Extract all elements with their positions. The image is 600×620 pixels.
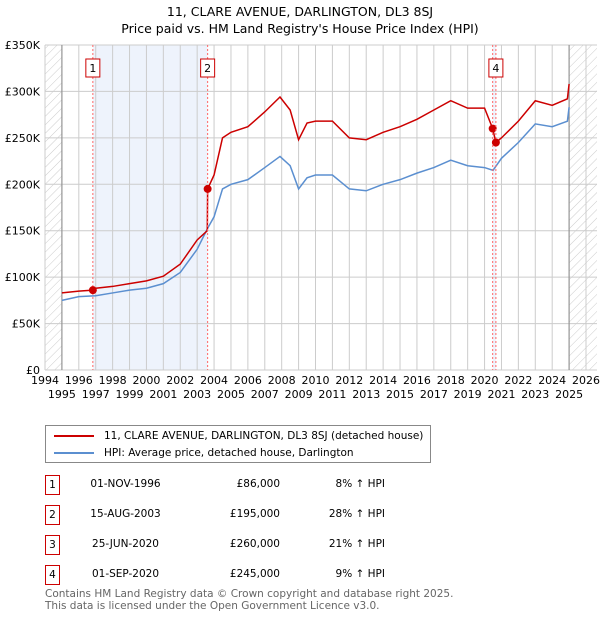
x-tick-label: 2011 bbox=[318, 388, 346, 401]
x-tick-label: 2006 bbox=[234, 374, 262, 387]
footer-licence: This data is licensed under the Open Gov… bbox=[45, 600, 380, 612]
y-tick-label: £300K bbox=[5, 85, 41, 98]
transaction-price: £195,000 bbox=[229, 508, 280, 520]
transaction-price: £86,000 bbox=[236, 478, 280, 490]
y-tick-label: £350K bbox=[5, 39, 41, 52]
transaction-hpi: 28% ↑ HPI bbox=[328, 508, 385, 520]
x-tick-label: 2014 bbox=[369, 374, 397, 387]
shaded-ownership-period bbox=[492, 45, 496, 370]
x-tick-label: 2024 bbox=[538, 374, 566, 387]
shaded-ownership-period bbox=[92, 45, 208, 370]
property-price-line bbox=[61, 83, 570, 294]
transaction-price: £260,000 bbox=[229, 538, 280, 550]
transaction-date: 15-AUG-2003 bbox=[90, 508, 161, 520]
sale-label-box bbox=[200, 58, 216, 78]
transaction-row: 4 01-SEP-2020 £245,000 9% ↑ HPI bbox=[45, 565, 465, 585]
transaction-number: 2 bbox=[45, 505, 60, 525]
sale-label: 1 bbox=[89, 62, 96, 75]
y-tick-label: £100K bbox=[5, 271, 41, 284]
hatch-after-data bbox=[569, 45, 597, 370]
x-tick-label: 2002 bbox=[166, 374, 194, 387]
x-tick-label: 2010 bbox=[302, 374, 330, 387]
sale-point bbox=[491, 138, 500, 147]
y-tick-label: £200K bbox=[5, 178, 41, 191]
sale-point bbox=[488, 124, 497, 133]
x-tick-label: 2004 bbox=[200, 374, 228, 387]
x-tick-label: 1994 bbox=[31, 374, 59, 387]
x-tick-label: 1995 bbox=[48, 388, 76, 401]
legend-swatch-red bbox=[54, 434, 94, 437]
chart-subtitle: Price paid vs. HM Land Registry's House … bbox=[121, 21, 479, 36]
footer-copyright: Contains HM Land Registry data © Crown c… bbox=[45, 588, 454, 600]
x-tick-label: 2021 bbox=[487, 388, 515, 401]
x-tick-label: 2018 bbox=[437, 374, 465, 387]
transaction-date: 01-SEP-2020 bbox=[91, 568, 160, 580]
x-tick-label: 1997 bbox=[82, 388, 110, 401]
sale-label-box bbox=[488, 58, 504, 78]
x-tick-label: 2007 bbox=[251, 388, 279, 401]
x-tick-label: 2009 bbox=[285, 388, 313, 401]
footer: Contains HM Land Registry data © Crown c… bbox=[45, 588, 453, 612]
x-tick-label: 1998 bbox=[99, 374, 127, 387]
x-tick-label: 2025 bbox=[555, 388, 583, 401]
x-tick-label: 2026 bbox=[572, 374, 600, 387]
x-tick-label: 1999 bbox=[116, 388, 144, 401]
x-tick-label: 2022 bbox=[504, 374, 532, 387]
transaction-row: 1 01-NOV-1996 £86,000 8% ↑ HPI bbox=[45, 475, 465, 495]
y-tick-label: £150K bbox=[5, 225, 41, 238]
transaction-date: 25-JUN-2020 bbox=[92, 538, 159, 550]
sale-label: 4 bbox=[492, 62, 499, 75]
legend-swatch-blue bbox=[54, 451, 94, 454]
x-tick-label: 2017 bbox=[420, 388, 448, 401]
legend: 11, CLARE AVENUE, DARLINGTON, DL3 8SJ (d… bbox=[45, 425, 431, 463]
transaction-number: 3 bbox=[45, 535, 60, 555]
sale-label-box bbox=[85, 58, 101, 78]
transaction-hpi: 9% ↑ HPI bbox=[335, 568, 385, 580]
legend-item-hpi: HPI: Average price, detached house, Darl… bbox=[54, 445, 354, 460]
x-tick-label: 2016 bbox=[403, 374, 431, 387]
x-tick-label: 2001 bbox=[149, 388, 177, 401]
y-tick-label: £50K bbox=[12, 318, 41, 331]
x-tick-label: 2019 bbox=[454, 388, 482, 401]
x-tick-label: 2013 bbox=[352, 388, 380, 401]
transaction-number: 4 bbox=[45, 565, 60, 585]
x-tick-label: 2008 bbox=[268, 374, 296, 387]
transaction-row: 2 15-AUG-2003 £195,000 28% ↑ HPI bbox=[45, 505, 465, 525]
transaction-price: £245,000 bbox=[229, 568, 280, 580]
x-tick-label: 2023 bbox=[521, 388, 549, 401]
transaction-hpi: 8% ↑ HPI bbox=[335, 478, 385, 490]
transaction-number: 1 bbox=[45, 475, 60, 495]
x-tick-label: 1996 bbox=[65, 374, 93, 387]
sale-label: 2 bbox=[204, 62, 211, 75]
x-tick-label: 2000 bbox=[132, 374, 160, 387]
transaction-date: 01-NOV-1996 bbox=[90, 478, 161, 490]
x-tick-label: 2003 bbox=[183, 388, 211, 401]
chart-title: 11, CLARE AVENUE, DARLINGTON, DL3 8SJ bbox=[166, 4, 434, 19]
legend-label: 11, CLARE AVENUE, DARLINGTON, DL3 8SJ (d… bbox=[104, 429, 424, 442]
price-chart: 1 2 41994199519961997199819992000200120022… bbox=[5, 39, 600, 401]
x-tick-label: 2015 bbox=[386, 388, 414, 401]
y-tick-label: £250K bbox=[5, 132, 41, 145]
x-tick-label: 2005 bbox=[217, 388, 245, 401]
hatch-before-data bbox=[45, 45, 62, 370]
transaction-hpi: 21% ↑ HPI bbox=[328, 538, 385, 550]
sale-point bbox=[88, 286, 97, 295]
legend-label: HPI: Average price, detached house, Darl… bbox=[104, 446, 354, 459]
x-tick-label: 2012 bbox=[335, 374, 363, 387]
x-tick-label: 2020 bbox=[471, 374, 499, 387]
sale-point bbox=[203, 184, 212, 193]
y-tick-label: £0 bbox=[26, 364, 40, 377]
transaction-row: 3 25-JUN-2020 £260,000 21% ↑ HPI bbox=[45, 535, 465, 555]
legend-item-property: 11, CLARE AVENUE, DARLINGTON, DL3 8SJ (d… bbox=[54, 428, 423, 443]
